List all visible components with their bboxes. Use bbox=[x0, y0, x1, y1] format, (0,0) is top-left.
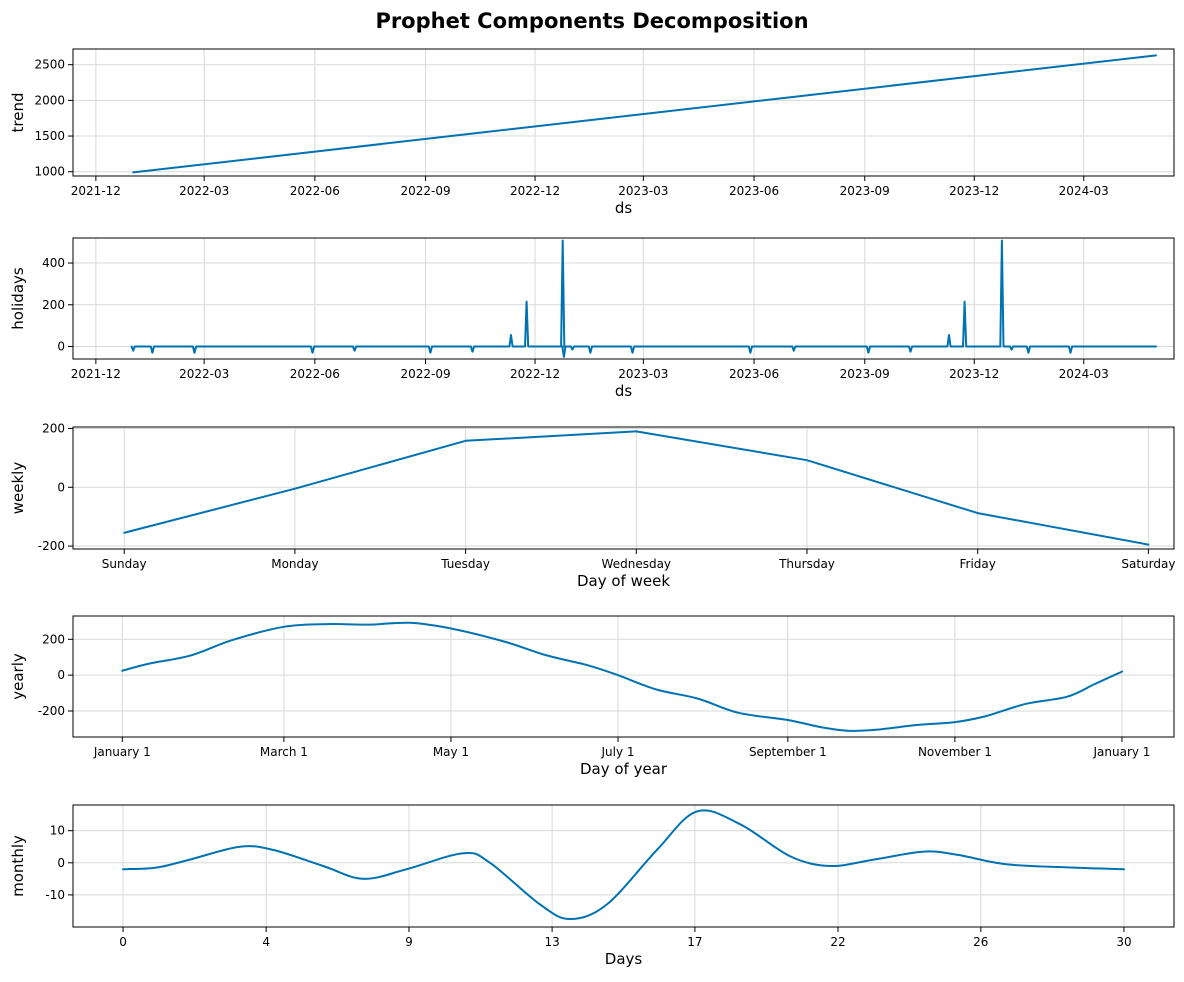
x-tick-label: 26 bbox=[973, 935, 988, 949]
monthly-series-line bbox=[122, 809, 1125, 920]
x-tick-label: Saturday bbox=[1121, 557, 1175, 571]
x-tick-label: 2023-09 bbox=[840, 367, 890, 381]
x-tick-label: Monday bbox=[271, 557, 318, 571]
x-tick-label: Tuesday bbox=[440, 557, 490, 571]
monthly-y-axis-label: monthly bbox=[9, 835, 27, 897]
trend-y-axis-label: trend bbox=[9, 93, 27, 133]
weekly-axes-frame bbox=[72, 426, 1175, 550]
x-tick-label: 2023-12 bbox=[949, 367, 999, 381]
x-tick-label: 2023-09 bbox=[840, 184, 890, 198]
holidays-x-axis-label: ds bbox=[615, 382, 633, 400]
x-tick-label: Sunday bbox=[102, 557, 147, 571]
x-tick-label: 22 bbox=[830, 935, 845, 949]
yearly-axes-frame bbox=[72, 615, 1175, 738]
y-tick-label: 2000 bbox=[34, 93, 65, 107]
x-tick-label: 4 bbox=[262, 935, 270, 949]
x-tick-label: 2022-12 bbox=[510, 184, 560, 198]
y-tick-label: 0 bbox=[57, 668, 65, 682]
y-tick-label: 1500 bbox=[34, 129, 65, 143]
yearly-series-line bbox=[121, 621, 1123, 732]
panel-weekly: Sunday Monday Tuesday Wednesday Thursday Frid… bbox=[9, 421, 1175, 590]
x-tick-label: September 1 bbox=[749, 745, 827, 759]
x-tick-label: November 1 bbox=[918, 745, 992, 759]
x-tick-label: 0 bbox=[119, 935, 127, 949]
yearly-y-axis-label: yearly bbox=[9, 653, 27, 700]
y-tick-label: 200 bbox=[42, 421, 65, 435]
y-tick-label: 0 bbox=[57, 856, 65, 870]
panel-yearly: January 1 March 1 May 1 July 1 September 1 No… bbox=[9, 615, 1175, 778]
x-tick-label: 2022-09 bbox=[400, 367, 450, 381]
x-tick-label: 2023-03 bbox=[618, 367, 668, 381]
y-tick-label: 10 bbox=[50, 824, 65, 838]
monthly-x-axis-label: Days bbox=[605, 950, 643, 968]
y-tick-label: -200 bbox=[38, 539, 65, 553]
x-tick-label: 2023-06 bbox=[729, 184, 779, 198]
x-tick-label: 2022-03 bbox=[179, 184, 229, 198]
y-tick-label: 0 bbox=[57, 339, 65, 353]
y-tick-label: -200 bbox=[38, 704, 65, 718]
x-tick-label: 2024-03 bbox=[1059, 184, 1109, 198]
y-tick-label: 200 bbox=[42, 298, 65, 312]
x-tick-label: May 1 bbox=[433, 745, 469, 759]
x-tick-label: 2022-03 bbox=[179, 367, 229, 381]
x-tick-label: Thursday bbox=[778, 557, 835, 571]
x-tick-label: 2024-03 bbox=[1059, 367, 1109, 381]
x-tick-label: March 1 bbox=[260, 745, 308, 759]
monthly-axes-frame bbox=[72, 804, 1175, 928]
x-tick-label: Friday bbox=[960, 557, 996, 571]
holidays-y-axis-label: holidays bbox=[9, 267, 27, 330]
panels-group: 2021-12 2022-03 2022-06 2022-09 2022-12 2023-… bbox=[9, 48, 1175, 968]
x-tick-label: January 1 bbox=[1092, 745, 1150, 759]
x-tick-label: 17 bbox=[687, 935, 702, 949]
x-tick-label: 2023-03 bbox=[618, 184, 668, 198]
trend-axes-frame bbox=[72, 48, 1175, 177]
y-tick-label: 2500 bbox=[34, 58, 65, 72]
x-tick-label: 2022-06 bbox=[290, 367, 340, 381]
trend-x-axis-label: ds bbox=[615, 199, 633, 217]
x-tick-label: 30 bbox=[1116, 935, 1131, 949]
figure-title: Prophet Components Decomposition bbox=[375, 9, 808, 33]
panel-holidays: 2021-12 2022-03 2022-06 2022-09 2022-12 2023-… bbox=[9, 237, 1175, 400]
x-tick-label: 2021-12 bbox=[71, 184, 121, 198]
weekly-series-line bbox=[123, 430, 1150, 546]
x-tick-label: 13 bbox=[544, 935, 559, 949]
y-tick-label: 200 bbox=[42, 632, 65, 646]
x-tick-label: 2023-06 bbox=[729, 367, 779, 381]
panel-monthly: 0 4 9 13 17 22 26 30 -10 0 10 Days monthly bbox=[9, 804, 1175, 968]
trend-series-line bbox=[132, 54, 1157, 174]
x-tick-label: July 1 bbox=[601, 745, 635, 759]
x-tick-label: Wednesday bbox=[602, 557, 671, 571]
x-tick-label: 2023-12 bbox=[949, 184, 999, 198]
x-tick-label: 2022-06 bbox=[290, 184, 340, 198]
weekly-x-axis-label: Day of week bbox=[577, 572, 670, 590]
y-tick-label: 1000 bbox=[34, 165, 65, 179]
x-tick-label: January 1 bbox=[93, 745, 151, 759]
x-tick-label: 2021-12 bbox=[71, 367, 121, 381]
y-tick-label: 400 bbox=[42, 256, 65, 270]
x-tick-label: 2022-09 bbox=[400, 184, 450, 198]
panel-trend: 2021-12 2022-03 2022-06 2022-09 2022-12 2023-… bbox=[9, 48, 1175, 217]
holidays-series-line bbox=[130, 239, 1157, 358]
y-tick-label: -10 bbox=[45, 888, 65, 902]
x-tick-label: 2022-12 bbox=[510, 367, 560, 381]
holidays-axes-frame bbox=[72, 237, 1175, 360]
weekly-y-axis-label: weekly bbox=[9, 462, 27, 515]
y-tick-label: 0 bbox=[57, 480, 65, 494]
x-tick-label: 9 bbox=[405, 935, 413, 949]
yearly-x-axis-label: Day of year bbox=[580, 760, 668, 778]
